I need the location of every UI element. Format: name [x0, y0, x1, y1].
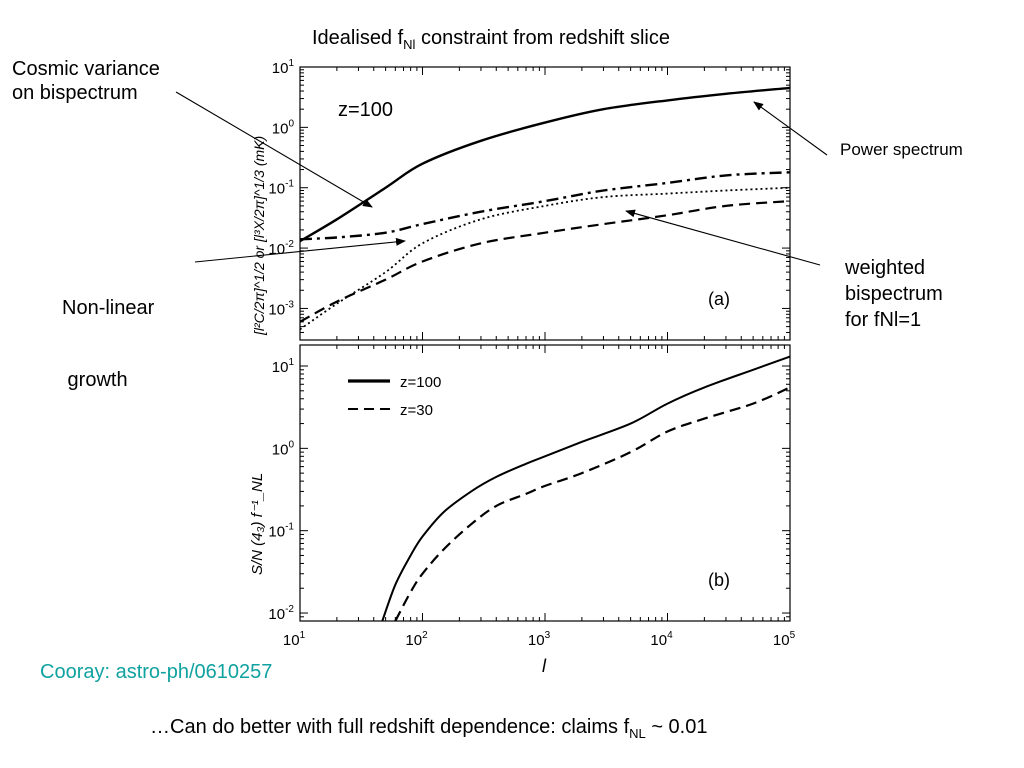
- arrow-cosmic-variance: [175, 91, 373, 208]
- y-tick-label-b: 100: [272, 439, 295, 458]
- annotation-power-spectrum: Power spectrum: [840, 140, 963, 159]
- series-line-a-dashdot: [300, 171, 790, 241]
- annotation-weighted-line2: bispectrum: [845, 283, 943, 305]
- annotation-cosmic-variance-line2: on bispectrum: [12, 82, 138, 104]
- slide-title: Idealised fNl constraint from redshift s…: [312, 27, 670, 52]
- y-tick-label-a: 101: [272, 58, 295, 77]
- x-tick-label: 105: [773, 630, 796, 649]
- footer-suffix: ~ 0.01: [645, 716, 708, 738]
- title-subscript: Nl: [403, 37, 416, 52]
- series-line-a-dashed: [300, 200, 790, 323]
- footer-text: …Can do better with full redshift depend…: [150, 716, 707, 741]
- panel-a: 10-3 10-2 10-1 100 101 z=100 (a) [l²C/2π]^1/…: [251, 58, 791, 341]
- y-tick-label-a: 10-1: [268, 179, 294, 198]
- x-axis-label: l: [542, 656, 547, 676]
- annotation-nonlinear-line2: growth: [62, 369, 128, 391]
- panel-b-lines: [381, 355, 790, 621]
- y-tick-label-b: 101: [272, 357, 295, 376]
- title-prefix: Idealised f: [312, 27, 404, 49]
- legend-label-z30: z=30: [400, 402, 433, 419]
- panel-b-ylabel: S/N (4₃) f⁻¹_NL: [249, 473, 266, 575]
- footer-subscript: NL: [629, 726, 646, 741]
- footer-prefix: …Can do better with full redshift depend…: [150, 716, 630, 738]
- citation: Cooray: astro-ph/0610257: [40, 661, 273, 683]
- panel-b-label: (b): [708, 570, 730, 590]
- panel-a-label: (a): [708, 289, 730, 309]
- panel-b: 10-2 10-1 100 101 101 102 103 104 105 z=100 z=30…: [249, 344, 796, 676]
- legend: z=100 z=30: [348, 374, 441, 419]
- annotation-cosmic-variance-line1: Cosmic variance: [12, 58, 160, 80]
- annotation-nonlinear-growth: Non-linear growth: [62, 248, 154, 440]
- y-tick-label-a: 10-3: [268, 299, 294, 318]
- arrow-nonlinear-growth: [194, 237, 406, 263]
- annotation-cosmic-variance: Cosmic variance on bispectrum: [12, 57, 160, 105]
- x-tick-label: 101: [283, 630, 306, 649]
- legend-label-z100: z=100: [400, 374, 441, 391]
- annotation-weighted-bispectrum: weighted bispectrum for fNl=1: [845, 255, 943, 333]
- panel-a-ylabel: [l²C/2π]^1/2 or [l³X/2π]^1/3 (mK): [251, 136, 267, 336]
- annotation-nonlinear-line1: Non-linear: [62, 297, 155, 319]
- title-suffix: constraint from redshift slice: [415, 27, 670, 49]
- arrow-weighted-bispectrum: [625, 209, 821, 266]
- panel-a-ticks: 10-3 10-2 10-1 100 101: [268, 58, 790, 341]
- annotation-weighted-line1: weighted: [845, 257, 926, 279]
- y-tick-label-a: 100: [272, 118, 295, 137]
- panel-a-inset-text: z=100: [338, 99, 393, 121]
- y-tick-label-b: 10-1: [268, 522, 294, 541]
- y-tick-label-a: 10-2: [268, 239, 294, 258]
- x-tick-label: 102: [405, 630, 428, 649]
- annotation-arrows: [175, 91, 828, 266]
- panel-b-ticks: 10-2 10-1 100 101 101 102 103 104 105: [268, 345, 796, 649]
- annotation-weighted-line3: for fNl=1: [845, 309, 922, 331]
- x-tick-label: 104: [650, 630, 673, 649]
- y-tick-label-b: 10-2: [268, 604, 294, 623]
- series-line-b-dashed: [394, 386, 790, 621]
- x-tick-label: 103: [528, 630, 551, 649]
- arrow-power-spectrum: [753, 101, 828, 156]
- series-line-b-solid: [381, 355, 790, 621]
